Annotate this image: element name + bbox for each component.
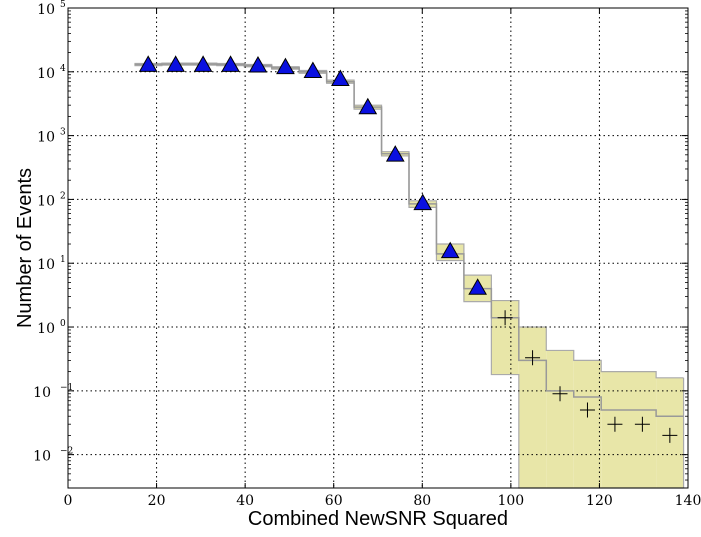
y-tick-label: 10 −1	[33, 383, 73, 401]
triangle-point	[166, 55, 185, 72]
x-tick-label: 100	[497, 493, 524, 509]
background-step-lines	[134, 63, 684, 417]
y-tick-exponent: −1	[60, 383, 73, 393]
y-tick-labels: 10 −2 10 −1 10 0 10 1 10 2 10 3 10 4 10 5	[33, 0, 73, 465]
triangle-point	[440, 241, 460, 259]
y-tick-label: 10 0	[37, 319, 66, 337]
x-tick-label: 0	[64, 493, 73, 509]
y-tick-exponent: 1	[60, 255, 66, 265]
y-tick-base: 10	[37, 321, 55, 337]
y-tick-label: 10 −2	[33, 447, 73, 465]
y-tick-exponent: 4	[60, 64, 66, 74]
plot-frame	[67, 7, 689, 489]
x-tick-labels: 0 20 40 60 80 100 120 140	[64, 493, 701, 509]
plus-point	[607, 416, 623, 432]
y-tick-base: 10	[33, 449, 51, 465]
gridlines	[68, 8, 688, 488]
triangle-point	[221, 55, 240, 72]
triangle-point	[385, 145, 405, 162]
x-axis-title: Combined NewSNR Squared	[248, 508, 508, 530]
triangle-point	[138, 55, 158, 72]
y-tick-label: 10 5	[37, 0, 66, 18]
background-band	[546, 350, 574, 488]
plus-point	[579, 402, 595, 418]
triangle-point	[468, 278, 488, 295]
y-tick-exponent: 2	[60, 191, 66, 201]
x-tick-label: 80	[413, 493, 431, 509]
background-band	[601, 371, 657, 488]
background-mean-line	[134, 63, 684, 417]
plus-point	[634, 416, 650, 432]
y-tick-base: 10	[37, 2, 55, 18]
y-tick-label: 10 4	[37, 64, 66, 82]
y-tick-base: 10	[33, 385, 51, 401]
axis-ticks	[67, 7, 689, 488]
y-axis-title: Number of Events	[14, 168, 36, 328]
y-tick-base: 10	[37, 257, 55, 273]
x-tick-label: 60	[325, 493, 343, 509]
triangle-point	[276, 57, 295, 75]
y-tick-base: 10	[37, 66, 55, 82]
y-tick-label: 10 1	[37, 255, 66, 273]
y-tick-exponent: −2	[60, 447, 73, 457]
x-tick-label: 120	[586, 493, 613, 509]
x-tick-label: 40	[236, 493, 254, 509]
y-tick-exponent: 0	[60, 319, 66, 329]
triangle-point	[248, 55, 268, 73]
plus-point	[525, 350, 541, 366]
background-bands	[134, 62, 685, 489]
y-tick-base: 10	[37, 193, 55, 209]
triangle-point	[193, 55, 213, 72]
y-tick-base: 10	[37, 130, 55, 146]
data-points	[138, 55, 678, 443]
triangle-point	[303, 61, 323, 79]
y-tick-label: 10 3	[37, 128, 66, 146]
triangle-point	[330, 69, 350, 86]
y-tick-exponent: 5	[60, 0, 66, 10]
x-tick-label: 140	[675, 493, 701, 509]
triangle-point	[413, 193, 433, 211]
y-tick-label: 10 2	[37, 191, 66, 209]
band-upper-edge	[134, 62, 684, 379]
plus-point	[662, 427, 678, 443]
plus-point	[497, 310, 513, 326]
plus-point	[552, 386, 568, 402]
background-band	[573, 360, 602, 488]
triangle-point	[358, 97, 378, 115]
x-tick-label: 20	[148, 493, 166, 509]
y-tick-exponent: 3	[60, 128, 66, 138]
